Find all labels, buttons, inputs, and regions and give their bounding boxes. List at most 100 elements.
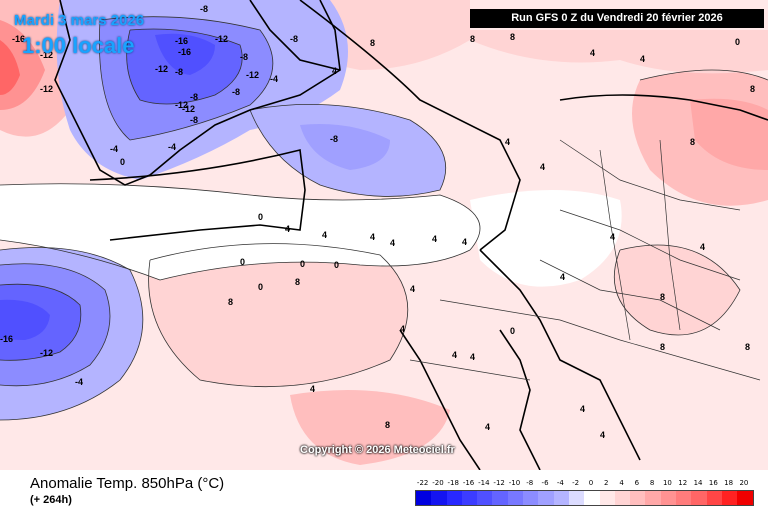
contour-label: 0 [120,157,125,167]
contour-label: -8 [330,134,338,144]
forecast-time: 1:00 locale [22,33,135,58]
contour-label: -8 [240,52,248,62]
legend-swatch [416,491,432,505]
contour-label: 8 [750,84,755,94]
contour-label: 8 [510,32,515,42]
legend-label: 2 [604,479,609,487]
contour-label: 4 [410,284,415,294]
contour-label: -4 [168,142,176,152]
legend-label: -12 [493,479,505,487]
contour-label: 4 [370,232,375,242]
legend-label: 18 [724,479,734,487]
contour-label: 4 [432,234,437,244]
contour-label: 0 [300,259,305,269]
legend-labels: -22 -20 -18 -16 -14 -12 -10 -8 -6 -4 -2 0 2 4 6 8 10 12 14… [415,479,751,489]
legend-label: -16 [462,479,475,487]
contour-label: 4 [332,66,337,76]
contour-label: 8 [370,38,375,48]
contour-label: 4 [285,224,290,234]
contour-label: -8 [190,115,198,125]
contour-label: 4 [610,232,615,242]
legend-label: 10 [662,479,672,487]
legend-label: 20 [739,479,749,487]
legend-swatch [660,491,677,505]
legend-swatch [477,491,493,505]
map-footer: Anomalie Temp. 850hPa (°C) (+ 264h) -2 2 -… [0,470,768,512]
legend-swatch [446,491,462,505]
contour-label: -8 [290,34,298,44]
contour-label: 8 [690,137,695,147]
legend-label: 14 [693,479,703,487]
contour-label: 4 [540,162,545,172]
legend-label: -2 [572,479,580,487]
contour-label: 4 [700,242,705,252]
contour-label: -12 [182,104,195,114]
contour-label: 8 [470,34,475,44]
contour-label: 4 [560,272,565,282]
contour-label: -4 [75,377,83,387]
legend-label: -20 [432,479,444,487]
contour-label: 0 [240,257,245,267]
contour-label: -8 [190,92,198,102]
contour-label: -12 [155,64,168,74]
legend-label: 12 [678,479,688,487]
legend-swatch [568,491,585,505]
map-title: Anomalie Temp. 850hPa (°C) [30,475,225,492]
legend-swatch [492,491,508,505]
model-run-label: Run GFS 0 Z du Vendredi 20 février 2026 [470,9,764,28]
legend-label: -18 [447,479,459,487]
contour-label: -12 [40,348,53,358]
contour-label: 0 [258,282,263,292]
contour-label: -8 [232,87,240,97]
contour-label: 4 [505,137,510,147]
contour-label: -12 [40,84,53,94]
contour-label: -16 [175,36,188,46]
legend-swatch [431,491,447,505]
contour-label: 4 [640,54,645,64]
legend-swatch [507,491,524,505]
contour-label: 0 [735,37,740,47]
contour-label: 8 [660,342,665,352]
legend-swatch [538,491,554,505]
contour-label: 4 [600,430,605,440]
contour-label: 8 [385,420,390,430]
legend-swatch [737,491,753,505]
legend-swatch [584,491,600,505]
legend-label: 16 [708,479,718,487]
legend-label: 0 [588,479,594,487]
legend-swatch [523,491,539,505]
forecast-lead-time: (+ 264h) [30,494,72,506]
contour-label: -16 [12,34,25,44]
contour-label: -8 [175,67,183,77]
legend-label: -6 [541,479,549,487]
contour-label: 4 [400,324,405,334]
contour-label: 8 [745,342,750,352]
legend-swatch [645,491,661,505]
contour-label: -12 [246,70,259,80]
legend-swatch [691,491,707,505]
legend-swatch [553,491,569,505]
contour-label: -12 [215,34,228,44]
legend-label: 4 [619,479,624,487]
legend-label: -4 [556,479,564,487]
contour-label: -8 [200,4,208,14]
legend-swatch [630,491,646,505]
contour-label: 4 [322,230,327,240]
contour-label: -4 [270,74,278,84]
legend-label: 8 [649,479,655,487]
contour-label: 8 [228,297,233,307]
legend-label: -8 [526,479,534,487]
contour-label: 8 [660,292,665,302]
contour-label: 4 [580,404,585,414]
legend-swatch [676,491,692,505]
copyright-notice: Copyright © 2026 Meteociel.fr [300,444,455,456]
contour-label: 4 [310,384,315,394]
legend-swatch [706,491,722,505]
color-legend [415,490,754,506]
legend-swatch [599,491,615,505]
contour-label: 4 [390,238,395,248]
contour-label: 8 [295,277,300,287]
contour-label: 0 [334,260,339,270]
legend-label: -10 [508,479,521,487]
contour-label: 0 [258,212,263,222]
